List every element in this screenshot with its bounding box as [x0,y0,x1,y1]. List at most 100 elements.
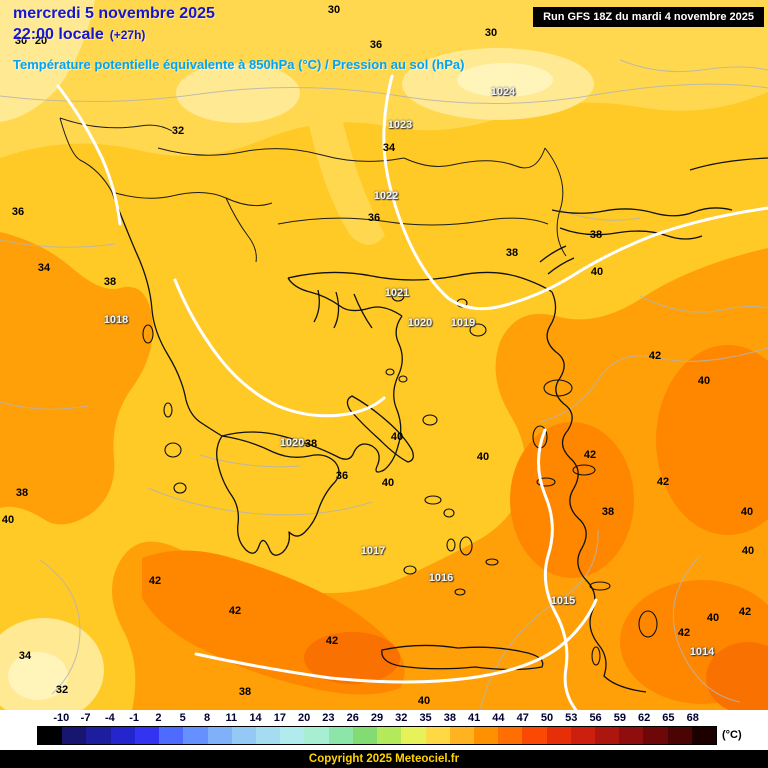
colorbar-segment [449,727,474,744]
colorbar-tick-label: 11 [225,712,238,724]
colorbar-segment [183,727,208,744]
colorbar-tick-label: 14 [249,712,262,724]
colorbar-segment [498,727,523,744]
colorbar-segment [134,727,160,744]
pressure-contour-label: 1016 [428,572,454,584]
temperature-contour-label: 40 [697,375,711,387]
colorbar-segment [280,727,305,744]
temperature-contour-label: 40 [417,695,431,707]
isobar-lines [56,74,768,710]
pressure-contour-label: 1020 [407,317,433,329]
colorbar-segment [304,727,329,744]
temperature-contour-label: 34 [18,650,32,662]
pressure-contour-label: 1022 [373,190,399,202]
temperature-contour-label: 42 [677,627,691,639]
colorbar-tick-label: 2 [155,712,162,724]
colorbar-tick-label: 32 [395,712,408,724]
temperature-contour-label: 38 [238,686,252,698]
temperature-contour-label: 30 [327,4,341,16]
temperature-contour-label: 42 [656,476,670,488]
colorbar-tick-label: 47 [516,712,529,724]
temperature-contour-label: 34 [37,262,51,274]
colorbar-tick-label: 53 [565,712,578,724]
colorbar-segment [110,727,135,744]
temperature-contour-label: 42 [148,575,162,587]
temperature-contour-label: 36 [367,212,381,224]
colorbar-segment [86,727,111,744]
colorbar-segment [425,727,450,744]
temperature-contour-label: 38 [103,276,117,288]
colorbar-segment [207,727,232,744]
colorbar-tick-label: 8 [203,712,211,724]
colorbar-tick-label: 17 [273,712,286,724]
colorbar-segment [231,727,256,744]
colorbar-segment [159,727,184,744]
temperature-contour-label: 38 [15,487,29,499]
colorbar-tick-label: 56 [589,712,602,724]
colorbar-tick-label: 38 [443,712,456,724]
map-labels-layer: 30 20 30 36 30 32 34 36 36 38 38 34 40 38 42 40 40 38 40 42… [2,4,754,707]
pressure-contour-label: 1018 [103,314,129,326]
temperature-contour-label: 42 [738,606,752,618]
temperature-contour-label: 40 [381,477,395,489]
temperature-contour-label: 38 [304,438,318,450]
temperature-contour-label: 38 [601,506,615,518]
colorbar-tick-label: 35 [419,712,432,724]
colorbar-segment [643,727,668,744]
forecast-offset: (+27h) [109,28,146,42]
temperature-contour-label: 42 [648,350,662,362]
temperature-contour-label: 30 [484,27,498,39]
map-parameter-title: Température potentielle équivalente à 85… [13,57,465,72]
pressure-contour-label: 1015 [550,595,576,607]
colorbar-tick-row: -10 -7 -4 -1 2 5 8 11 14 17 20 23 26 29 32 35 38 41 44 47 50… [0,712,768,725]
colorbar-tick-label: 65 [662,712,675,724]
colorbar-segment [62,727,87,744]
temperature-contour-label: 40 [740,506,754,518]
colorbar-tick-label: 44 [492,712,505,724]
temperature-contour-label: 34 [382,142,396,154]
colorbar-segment [38,727,63,744]
forecast-time-text: 22:00 locale [13,26,104,43]
colorbar-tick-label: -7 [80,712,91,724]
colorbar-segment [595,727,620,744]
colorbar-segment [619,727,644,744]
colorbar-segment [473,727,499,744]
pressure-contour-label: 1020 [279,437,305,449]
temperature-contour-label: 38 [505,247,519,259]
colorbar-segment [570,727,596,744]
copyright-bar: Copyright 2025 Meteociel.fr [0,750,768,768]
temperature-contour-label: 42 [583,449,597,461]
pressure-contour-label: 1024 [490,86,516,98]
pressure-contour-label: 1017 [360,545,386,557]
forecast-date: mercredi 5 novembre 2025 [13,5,215,22]
colorbar-segment [667,727,692,744]
colorbar-tick-label: -10 [53,712,70,724]
map-header: mercredi 5 novembre 2025 22:00 locale (+2… [13,5,464,72]
colorbar-segment [352,727,378,744]
colorbar-tick-label: 5 [179,712,186,724]
temperature-contour-label: 20 [34,35,48,47]
temperature-contour-label: 42 [325,635,339,647]
colorbar-tick-label: -1 [129,712,140,724]
colorbar [37,726,717,745]
colorbar-segment [546,727,571,744]
colorbar-tick-label: 29 [370,712,384,724]
color-scale-area: -10 -7 -4 -1 2 5 8 11 14 17 20 23 26 29 32 35 38 41 44 47 50… [0,710,768,750]
pressure-contour-label: 1014 [689,646,715,658]
colorbar-segment [691,727,717,744]
colorbar-tick-label: 41 [468,712,481,724]
temperature-contour-label: 40 [590,266,604,278]
colorbar-segment [522,727,547,744]
temperature-contour-label: 36 [369,39,383,51]
colorbar-tick-label: 50 [540,712,554,724]
temperature-contour-label: 42 [228,605,242,617]
colorbar-tick-label: 68 [686,712,699,724]
temperature-contour-label: 36 [11,206,25,218]
colorbar-segment [377,727,402,744]
temperature-contour-label: 38 [589,229,603,241]
pressure-contour-label: 1023 [387,119,413,131]
colorbar-segment [255,727,281,744]
weather-map-area[interactable]: 30 20 30 36 30 32 34 36 36 38 38 34 40 38 42 40 40 38 40 42… [0,0,768,710]
colorbar-segment [328,727,353,744]
